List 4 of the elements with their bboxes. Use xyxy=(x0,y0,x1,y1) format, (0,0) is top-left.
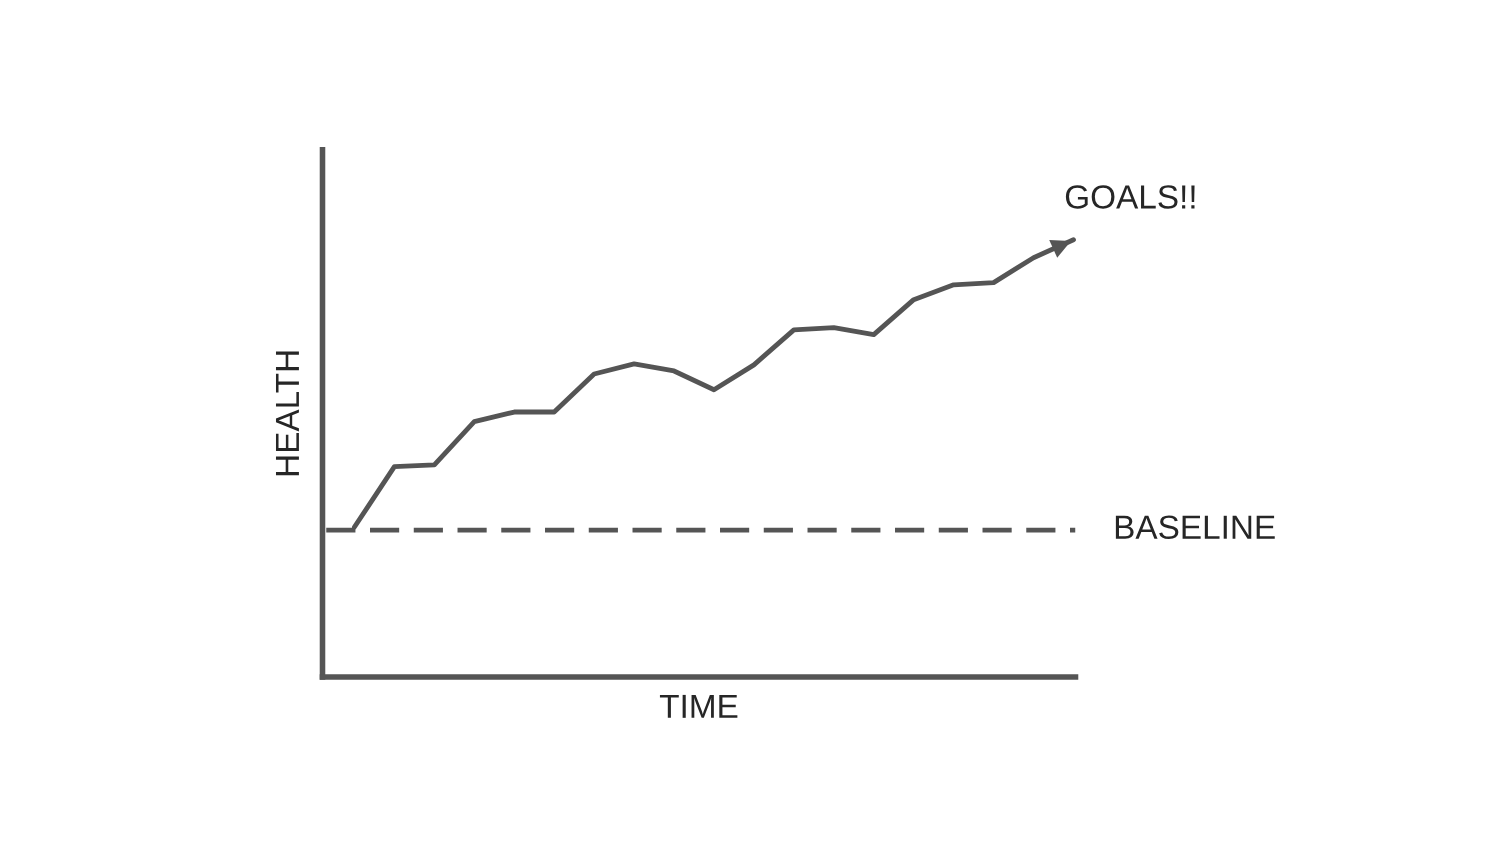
y-axis-title: HEALTH xyxy=(275,351,299,476)
ref-line-label: BASELINE xyxy=(1115,515,1275,540)
x-axis-title: TIME xyxy=(659,694,738,718)
text: GOALS!! xyxy=(1065,185,1195,209)
